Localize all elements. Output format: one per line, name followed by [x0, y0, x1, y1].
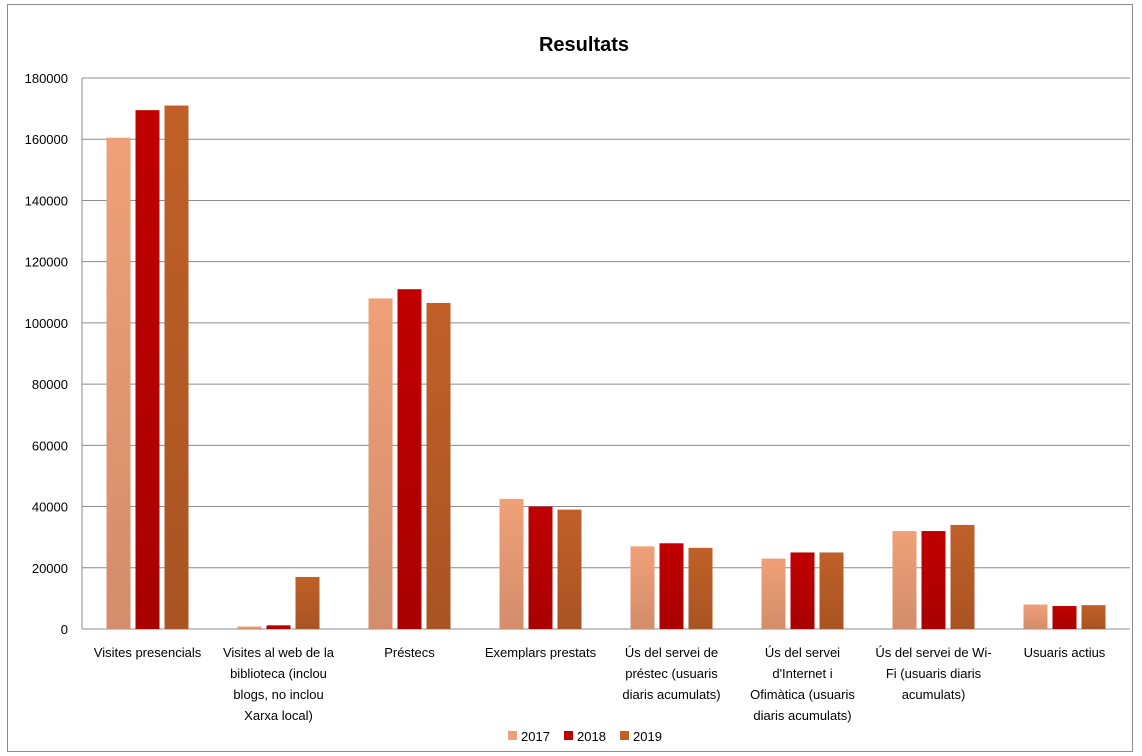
legend: 2017 2018 2019 [508, 729, 662, 744]
x-category-label-line: Exemplars prestats [485, 645, 597, 660]
y-tick-label: 80000 [32, 377, 68, 392]
x-category-label: Usuaris actius [1024, 645, 1106, 660]
y-tick-label: 120000 [25, 255, 68, 270]
bar-2017-4 [630, 546, 655, 629]
x-category-label-line: blogs, no inclou [233, 687, 323, 702]
bar-2017-3 [499, 498, 524, 629]
x-category-label: Visites al web de la biblioteca (inclou bl… [223, 645, 335, 723]
y-tick-label: 180000 [25, 71, 68, 86]
bar-2017-1 [237, 626, 262, 629]
bar-2019-2 [426, 302, 451, 629]
x-category-label: Ús del servei de préstec (usuaris diaris a… [622, 645, 720, 702]
x-category-label-line: diaris acumulats) [753, 708, 851, 723]
bar-2019-3 [557, 509, 582, 629]
x-category-label-line: Visites al web de la [223, 645, 335, 660]
x-category-label-line: Xarxa local) [244, 708, 313, 723]
bar-2018-2 [397, 289, 422, 629]
bar-2018-7 [1052, 606, 1077, 629]
x-category-label: Ús del servei d'Internet i Ofimàtica (usua… [750, 645, 855, 723]
bar-2018-4 [659, 543, 684, 629]
bar-2017-0 [106, 137, 131, 630]
bar-2019-4 [688, 547, 713, 629]
x-category-label-line: d'Internet i [772, 666, 832, 681]
x-axis: Visites presencials Visites al web de la b… [94, 645, 1106, 723]
bar-2018-0 [135, 110, 160, 630]
x-category-label-line: Usuaris actius [1024, 645, 1106, 660]
bar-2019-5 [819, 552, 844, 629]
y-tick-label: 40000 [32, 500, 68, 515]
bar-2017-6 [892, 531, 917, 629]
y-tick-label: 100000 [25, 316, 68, 331]
x-category-label-line: diaris acumulats) [622, 687, 720, 702]
x-category-label: Visites presencials [94, 645, 202, 660]
y-tick-label: 0 [61, 622, 68, 637]
bar-2017-2 [368, 298, 393, 629]
x-category-label-line: Ofimàtica (usuaris [750, 687, 855, 702]
x-category-label-line: Ús del servei de Wi- [875, 645, 991, 660]
bar-2018-5 [790, 552, 815, 629]
legend-swatch-2017 [508, 731, 517, 740]
x-category-label-line: Fi (usuaris diaris [886, 666, 982, 681]
x-category-label: Préstecs [384, 645, 435, 660]
bar-2018-6 [921, 531, 946, 629]
x-category-label: Ús del servei de Wi- Fi (usuaris diaris ac… [875, 645, 991, 702]
legend-label-2017: 2017 [521, 729, 550, 744]
y-tick-label: 20000 [32, 561, 68, 576]
y-tick-label: 60000 [32, 438, 68, 453]
bar-2018-3 [528, 506, 553, 629]
x-category-label: Exemplars prestats [485, 645, 597, 660]
x-category-label-line: biblioteca (inclou [230, 666, 327, 681]
x-category-label-line: Préstecs [384, 645, 435, 660]
chart-title: Resultats [539, 34, 629, 56]
bar-2019-0 [164, 105, 189, 630]
legend-label-2019: 2019 [633, 729, 662, 744]
legend-label-2018: 2018 [577, 729, 606, 744]
legend-swatch-2019 [620, 731, 629, 740]
x-category-label-line: préstec (usuaris [625, 666, 718, 681]
y-axis: 0 20000 40000 60000 80000 100000 120000 140000 1… [25, 71, 83, 637]
x-category-label-line: Ús del servei [765, 645, 840, 660]
bar-2018-1 [266, 625, 291, 629]
legend-swatch-2018 [564, 731, 573, 740]
x-category-label-line: acumulats) [902, 687, 966, 702]
x-category-label-line: Ús del servei de [625, 645, 718, 660]
bar-2019-1 [295, 576, 320, 629]
bars [106, 105, 1106, 630]
y-tick-label: 140000 [25, 193, 68, 208]
y-tick-label: 160000 [25, 132, 68, 147]
x-category-label-line: Visites presencials [94, 645, 202, 660]
bar-2017-5 [761, 558, 786, 629]
bar-2019-6 [950, 524, 975, 629]
bar-2017-7 [1023, 604, 1048, 629]
bar-2019-7 [1081, 605, 1106, 629]
